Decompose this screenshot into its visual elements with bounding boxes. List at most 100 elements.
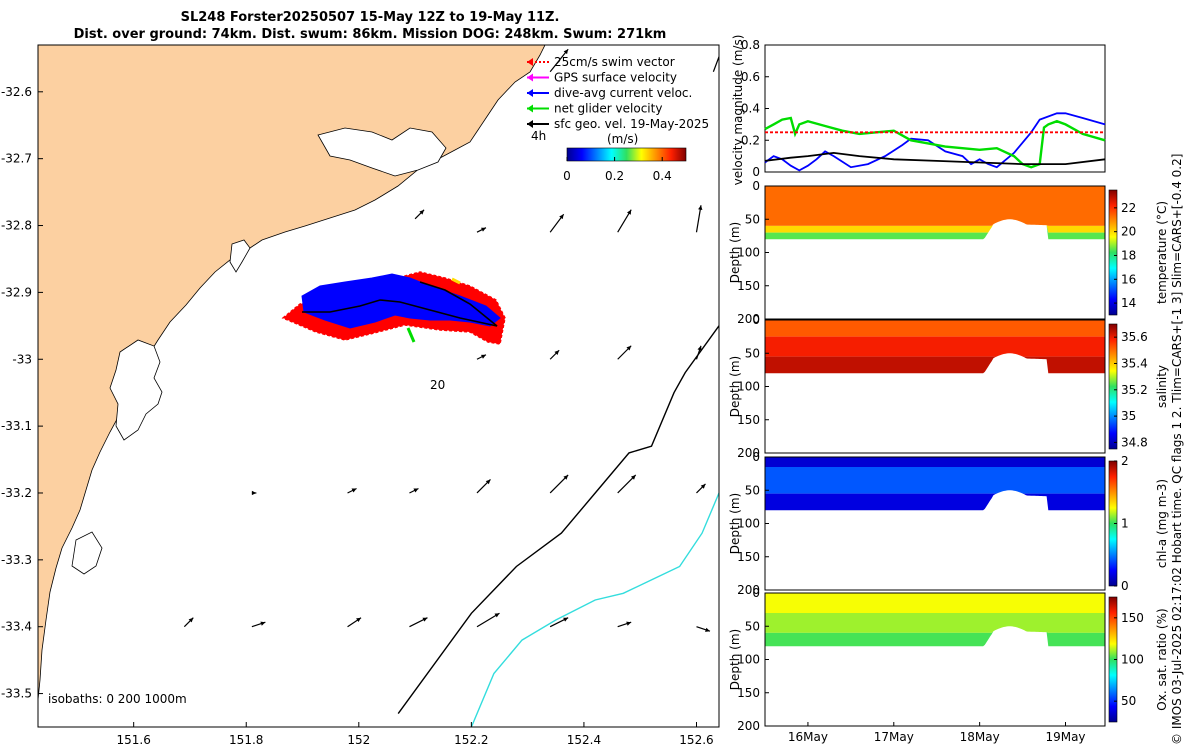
dive-avg-cluster bbox=[301, 273, 501, 329]
profile-colorbar-tick-label: 1 bbox=[1121, 517, 1129, 531]
profile-axes-border bbox=[764, 319, 1106, 454]
legend-arrowhead-dive_avg bbox=[527, 89, 533, 97]
profile-axes-frame bbox=[764, 592, 1106, 727]
geo-vector-head bbox=[723, 36, 727, 41]
profile-y-tick-label: 0 bbox=[752, 313, 760, 327]
map-colorbar-ticks: 0 0.2 0.4 bbox=[563, 157, 672, 183]
geo-vector-arrow bbox=[695, 205, 702, 233]
lake-shape bbox=[71, 531, 103, 575]
profile-colorbar-label: temperature (°C) bbox=[1155, 201, 1169, 304]
time-x-tick-label: 17May bbox=[874, 730, 914, 744]
profile-band bbox=[765, 219, 1105, 240]
colorbar-unit-label: (m/s) bbox=[607, 132, 638, 146]
profile-axes-frame bbox=[764, 185, 1106, 320]
geo-vector-head bbox=[494, 613, 500, 618]
profile-y-tick-label: 100 bbox=[737, 517, 760, 531]
profile-band bbox=[765, 593, 1105, 613]
map-y-ticks: -32.6 -32.7 -32.8 -32.9 -33 -33.1 -33.2 -33.3 -3… bbox=[1, 85, 43, 701]
map-y-tick-label: -32.9 bbox=[1, 285, 32, 299]
profile-axes-frame bbox=[764, 319, 1106, 454]
geo-vector-head bbox=[626, 621, 632, 626]
profile-colorbar-tick-label: 100 bbox=[1121, 653, 1144, 667]
legend-time-label: 4h bbox=[531, 129, 546, 143]
legend-label-net_glider: net glider velocity bbox=[554, 102, 662, 116]
lake-shape bbox=[109, 339, 163, 441]
isobath-1000m bbox=[470, 492, 719, 727]
map-x-tick-label: 151.8 bbox=[229, 733, 263, 747]
profile-colorbar-tick-label: 50 bbox=[1121, 694, 1136, 708]
map-x-tick-label: 152 bbox=[347, 733, 370, 747]
profile-colorbar bbox=[1108, 189, 1118, 316]
profile-y-tick-label: 0 bbox=[752, 450, 760, 464]
profile-y-tick-label: 150 bbox=[737, 686, 760, 700]
geo-vector-head bbox=[698, 205, 703, 211]
profile-colorbar-tick-label: 35.4 bbox=[1121, 356, 1148, 370]
profile-band bbox=[765, 320, 1105, 337]
profile-colorbar-tick-label: 35 bbox=[1121, 409, 1136, 423]
geo-vector-head bbox=[413, 488, 419, 493]
map-colorbar-tick-label: 0.4 bbox=[653, 169, 672, 183]
profile-y-tick-label: 200 bbox=[737, 312, 760, 326]
profile-band bbox=[765, 336, 1105, 357]
map-panel: 151.6 151.8 152 152.2 152.4 152.6 -32.6-32.7-… bbox=[1, 36, 727, 747]
geo-vector-arrow bbox=[712, 55, 719, 72]
profile-y-tick-label: 100 bbox=[737, 380, 760, 394]
profile-band bbox=[765, 490, 1105, 511]
profile-colorbar-tick-label: 18 bbox=[1121, 248, 1136, 262]
velocity-series-line bbox=[764, 151, 1106, 165]
legend-arrowhead-gps_surface bbox=[527, 73, 533, 82]
map-y-tick-label: -33.5 bbox=[1, 687, 32, 701]
lake-shape bbox=[317, 127, 447, 177]
profile-y-tick-label: 200 bbox=[737, 719, 760, 733]
geo-vector-head bbox=[705, 627, 710, 632]
legend-label-dive_avg: dive-avg current veloc. bbox=[554, 86, 692, 100]
legend-arrowhead-net_glider bbox=[527, 104, 533, 113]
map-y-tick-label: -33.2 bbox=[1, 486, 32, 500]
chart-title-line2: Dist. over ground: 74km. Dist. swum: 86k… bbox=[73, 27, 667, 42]
geo-vector-head bbox=[627, 209, 632, 215]
geo-vector-head bbox=[554, 350, 560, 355]
gps-surface-mark bbox=[451, 277, 461, 285]
velocity-series-line bbox=[764, 116, 1106, 169]
profile-colorbar-tick-label: 20 bbox=[1121, 225, 1136, 239]
map-y-tick-label: -32.6 bbox=[1, 85, 32, 99]
credit-text: © IMOS 03-Jul-2025 02:17:02 Hobart time.… bbox=[1170, 153, 1184, 745]
map-legend: 25cm/s swim vector GPS surface velocitydi… bbox=[527, 55, 709, 131]
velocity-y-tick-label: 0.8 bbox=[741, 38, 760, 52]
profile-y-tick-label: 200 bbox=[737, 446, 760, 460]
legend-label-gps_surface: GPS surface velocity bbox=[554, 71, 677, 85]
profile-y-tick-label: 50 bbox=[745, 212, 760, 226]
profile-band bbox=[765, 186, 1105, 226]
geo-vector-head bbox=[559, 214, 564, 220]
geo-vector-head bbox=[188, 617, 194, 623]
isobath-200m bbox=[397, 325, 719, 715]
profile-y-tick-label: 150 bbox=[737, 550, 760, 564]
profile-colorbar-tick-label: 2 bbox=[1121, 454, 1129, 468]
geo-vector-head bbox=[422, 617, 428, 622]
profile-colorbar-tick-label: 14 bbox=[1121, 296, 1136, 310]
profile-colorbar bbox=[1108, 460, 1118, 587]
map-y-tick-label: -33 bbox=[12, 352, 32, 366]
map-x-tick-label: 151.6 bbox=[116, 733, 150, 747]
time-x-tick-label: 18May bbox=[960, 730, 1000, 744]
geo-vector-head bbox=[630, 474, 636, 480]
profile-colorbar-label: Ox. sat. ratio (%) bbox=[1155, 608, 1169, 710]
profile-colorbar-tick-label: 0 bbox=[1121, 579, 1129, 593]
lake-shape bbox=[229, 239, 251, 273]
geo-vector-head bbox=[563, 617, 569, 622]
track-line bbox=[302, 281, 498, 327]
profile-band bbox=[765, 613, 1105, 633]
map-y-tick-label: -32.8 bbox=[1, 219, 32, 233]
profile-colorbar-tick-label: 22 bbox=[1121, 201, 1136, 215]
profile-axes-border bbox=[764, 592, 1106, 727]
profile-y-tick-label: 150 bbox=[737, 279, 760, 293]
geo-vector-head bbox=[419, 209, 425, 215]
legend-label-sfc_geo: sfc geo. vel. 19-May-2025 bbox=[554, 117, 709, 131]
map-x-tick-label: 152.6 bbox=[679, 733, 713, 747]
profile-colorbar-tick-label: 35.2 bbox=[1121, 383, 1148, 397]
profile-axes-frame bbox=[764, 456, 1106, 591]
profile-band bbox=[765, 626, 1105, 647]
isobath-lines bbox=[397, 325, 719, 727]
profile-colorbar-tick-label: 35.6 bbox=[1121, 330, 1148, 344]
